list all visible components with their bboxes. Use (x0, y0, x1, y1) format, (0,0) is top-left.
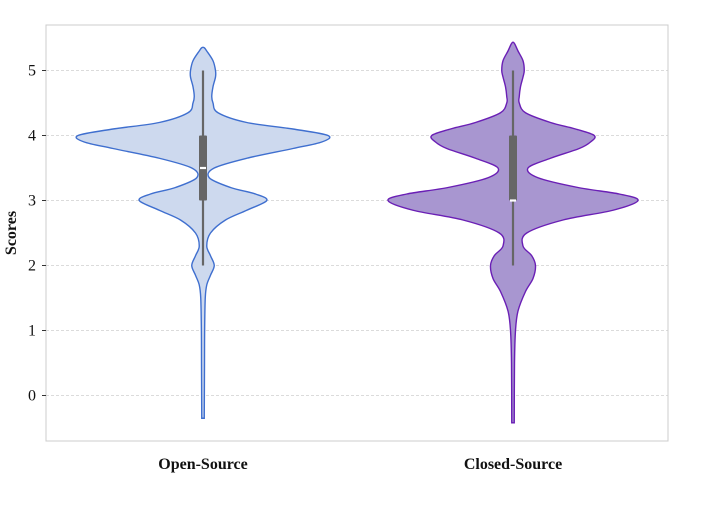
y-tick-label-5: 5 (28, 63, 36, 80)
iqr-box-closed-source (509, 135, 517, 201)
y-tick-label-4: 4 (28, 128, 36, 145)
y-axis-title: Scores (3, 211, 20, 255)
violins (75, 41, 639, 424)
y-axis-ticks: 0 1 2 3 4 5 (28, 63, 46, 405)
y-tick-label-1: 1 (28, 323, 36, 340)
y-tick-label-3: 3 (28, 193, 36, 210)
category-label-open-source: Open-Source (158, 456, 247, 473)
grid-lines (46, 70, 668, 396)
y-tick-label-0: 0 (28, 388, 36, 405)
plot-frame (45, 24, 669, 442)
y-tick-label-2: 2 (28, 258, 36, 275)
category-label-closed-source: Closed-Source (464, 456, 562, 473)
x-axis-categories: Open-Source Closed-Source (158, 456, 562, 473)
